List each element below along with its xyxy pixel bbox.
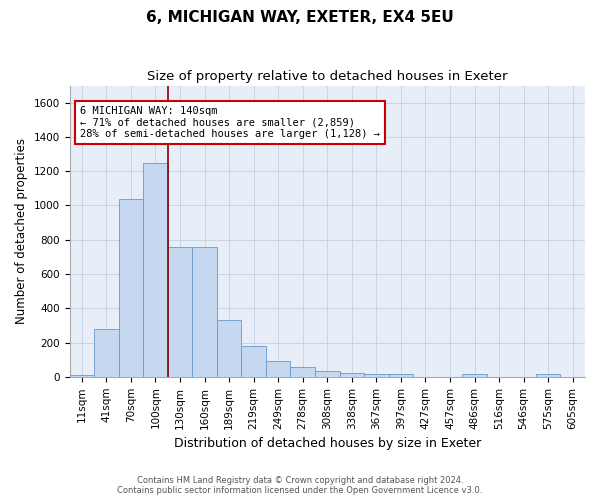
Bar bbox=[290, 366, 315, 377]
Bar bbox=[536, 374, 560, 377]
Bar bbox=[266, 362, 290, 377]
Bar bbox=[241, 346, 266, 377]
Title: Size of property relative to detached houses in Exeter: Size of property relative to detached ho… bbox=[147, 70, 508, 83]
Bar bbox=[389, 374, 413, 377]
Bar bbox=[143, 162, 168, 377]
Bar bbox=[94, 329, 119, 377]
Bar bbox=[340, 372, 364, 377]
Bar bbox=[119, 200, 143, 377]
Text: 6, MICHIGAN WAY, EXETER, EX4 5EU: 6, MICHIGAN WAY, EXETER, EX4 5EU bbox=[146, 10, 454, 25]
Bar bbox=[315, 371, 340, 377]
Bar bbox=[192, 246, 217, 377]
Text: 6 MICHIGAN WAY: 140sqm
← 71% of detached houses are smaller (2,859)
28% of semi-: 6 MICHIGAN WAY: 140sqm ← 71% of detached… bbox=[80, 106, 380, 139]
Bar bbox=[168, 246, 192, 377]
Y-axis label: Number of detached properties: Number of detached properties bbox=[15, 138, 28, 324]
Bar bbox=[217, 320, 241, 377]
Bar bbox=[70, 375, 94, 377]
Bar bbox=[364, 374, 389, 377]
Text: Contains HM Land Registry data © Crown copyright and database right 2024.
Contai: Contains HM Land Registry data © Crown c… bbox=[118, 476, 482, 495]
X-axis label: Distribution of detached houses by size in Exeter: Distribution of detached houses by size … bbox=[173, 437, 481, 450]
Bar bbox=[462, 374, 487, 377]
